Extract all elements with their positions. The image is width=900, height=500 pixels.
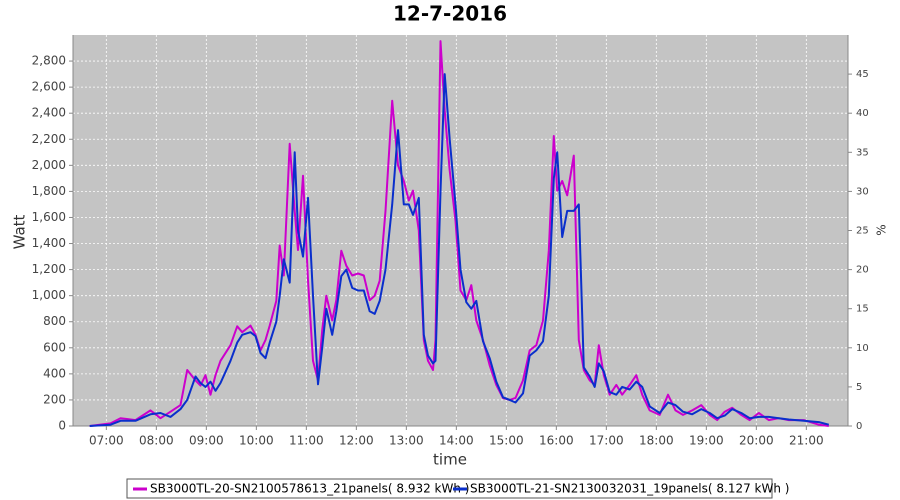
legend-label: SB3000TL-21-SN2130032031_19panels( 8.127… [470,482,789,496]
x-tick-label: 17:00 [589,434,624,448]
y-tick-label: 1,000 [32,288,66,302]
series-line [89,40,829,427]
y2-tick-label: 20 [856,265,869,276]
y-tick-label: 1,800 [32,184,66,198]
x-tick-label: 19:00 [689,434,724,448]
y-tick-label: 1,600 [32,210,66,224]
y-tick-label: 600 [43,340,66,354]
y2-tick-label: 5 [856,382,862,393]
y2-tick-label: 15 [856,304,869,315]
y-tick-label: 400 [43,366,66,380]
y2-tick-label: 0 [856,421,862,432]
y2-tick-label: 30 [856,186,869,197]
x-tick-label: 13:00 [389,434,424,448]
y-tick-label: 2,200 [32,132,66,146]
series-line [89,73,830,427]
x-tick-label: 08:00 [139,434,174,448]
y-tick-label: 2,400 [32,106,66,120]
y2-tick-label: 35 [856,147,869,158]
x-tick-label: 14:00 [439,434,474,448]
y2-tick-label: 25 [856,226,869,237]
y2-tick-label: 45 [856,69,869,80]
x-axis-label: time [433,451,467,469]
y-axis-label: Watt [11,214,29,249]
x-tick-label: 07:00 [89,434,124,448]
legend [126,478,773,499]
x-tick-label: 16:00 [539,434,574,448]
y-tick-label: 1,200 [32,262,66,276]
y-tick-label: 2,000 [32,158,66,172]
x-tick-label: 11:00 [289,434,324,448]
y2-tick-label: 10 [856,343,869,354]
plot-area [73,35,848,426]
y-tick-label: 1,400 [32,236,66,250]
x-tick-label: 21:00 [789,434,824,448]
chart-title: 12-7-2016 [393,2,507,26]
y2-tick-label: 40 [856,108,869,119]
x-tick-label: 09:00 [189,434,224,448]
y-tick-label: 2,800 [32,54,66,68]
y2-axis-label: % [875,224,889,235]
x-tick-label: 15:00 [489,434,524,448]
x-tick-label: 12:00 [339,434,374,448]
y-tick-label: 800 [43,314,66,328]
y-tick-label: 2,600 [32,80,66,94]
x-tick-label: 10:00 [239,434,274,448]
x-tick-label: 20:00 [739,434,774,448]
y-tick-label: 0 [58,419,66,433]
x-tick-label: 18:00 [639,434,674,448]
legend-label: SB3000TL-20-SN2100578613_21panels( 8.932… [150,482,469,496]
y-tick-label: 200 [43,392,66,406]
